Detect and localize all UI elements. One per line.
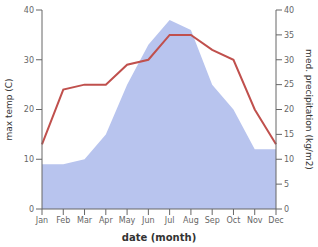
svg-text:May: May — [119, 216, 136, 225]
svg-text:30: 30 — [24, 56, 34, 65]
svg-text:25: 25 — [284, 80, 294, 89]
svg-text:Sep: Sep — [205, 216, 220, 225]
svg-text:5: 5 — [284, 180, 289, 189]
svg-text:date (month): date (month) — [122, 232, 196, 243]
svg-text:0: 0 — [284, 205, 289, 214]
svg-text:Mar: Mar — [77, 216, 93, 225]
svg-text:Jul: Jul — [164, 216, 175, 225]
svg-text:Feb: Feb — [56, 216, 70, 225]
svg-text:Nov: Nov — [247, 216, 263, 225]
svg-text:0: 0 — [29, 205, 34, 214]
svg-text:20: 20 — [24, 105, 34, 114]
svg-text:10: 10 — [24, 155, 34, 164]
svg-text:Aug: Aug — [183, 216, 199, 225]
svg-text:30: 30 — [284, 56, 294, 65]
svg-text:40: 40 — [284, 6, 294, 15]
svg-text:Oct: Oct — [227, 216, 241, 225]
svg-text:max temp (C): max temp (C) — [8, 78, 14, 140]
svg-text:10: 10 — [284, 155, 294, 164]
svg-text:35: 35 — [284, 31, 294, 40]
svg-text:15: 15 — [284, 130, 294, 139]
svg-text:20: 20 — [284, 105, 294, 114]
svg-text:Jun: Jun — [141, 216, 155, 225]
svg-text:med. precipitation (kg/m2): med. precipitation (kg/m2) — [304, 49, 310, 170]
svg-text:Dec: Dec — [268, 216, 283, 225]
svg-text:40: 40 — [24, 6, 34, 15]
svg-text:Jan: Jan — [35, 216, 48, 225]
svg-text:Apr: Apr — [99, 216, 114, 225]
